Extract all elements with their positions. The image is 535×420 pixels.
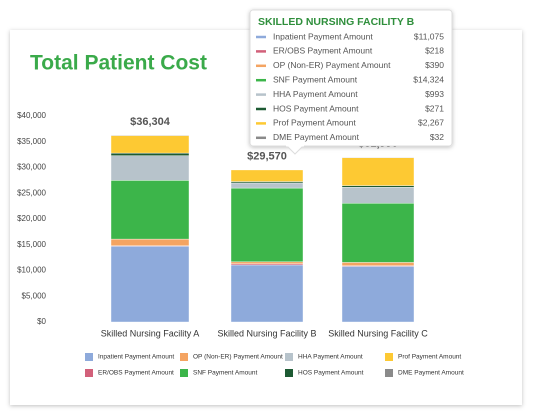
legend-swatch [285, 369, 293, 377]
bar-segment [342, 157, 414, 158]
legend-swatch [85, 369, 93, 377]
tooltip-label: SNF Payment Amount [273, 74, 358, 84]
y-tick-label: $0 [37, 317, 46, 326]
tooltip-value: $271 [425, 103, 444, 113]
bar-segment [342, 262, 414, 265]
tooltip-label: Inpatient Payment Amount [273, 31, 373, 41]
tooltip-value: $2,267 [418, 118, 444, 128]
tooltip-value: $14,324 [413, 74, 444, 84]
legend-label: Prof Payment Amount [398, 354, 461, 361]
y-tick-label: $20,000 [17, 214, 46, 223]
bar-segment [111, 246, 189, 322]
legend-swatch [180, 369, 188, 377]
y-tick-label: $5,000 [22, 291, 47, 300]
chart-title: Total Patient Cost [30, 52, 207, 75]
tooltip-value: $11,075 [414, 31, 444, 41]
tooltip-label: DME Payment Amount [273, 132, 360, 142]
bar-segment [231, 183, 303, 188]
bar-segment [111, 180, 189, 239]
bar-segment [342, 158, 414, 186]
tooltip-label: HHA Payment Amount [273, 89, 358, 99]
bar-segment [231, 262, 303, 264]
y-tick-label: $10,000 [17, 266, 46, 275]
tooltip-value: $218 [425, 46, 444, 56]
bar-segment [342, 266, 414, 322]
bar-segment [111, 156, 189, 181]
tooltip-label: HOS Payment Amount [273, 103, 359, 113]
x-tick-label: Skilled Nursing Facility B [217, 328, 316, 338]
legend-label: HHA Payment Amount [298, 354, 363, 361]
legend-swatch [285, 353, 293, 361]
bar-segment [342, 203, 414, 262]
y-tick-label: $25,000 [17, 188, 46, 197]
legend-label: ER/OBS Payment Amount [98, 370, 174, 377]
bar-segment [111, 153, 189, 156]
tooltip-label: OP (Non-ER) Payment Amount [273, 60, 391, 70]
tooltip-value: $390 [425, 60, 444, 70]
legend-swatch [180, 353, 188, 361]
y-tick-label: $15,000 [17, 240, 46, 249]
bar-segment [111, 239, 189, 246]
bar-segment [111, 135, 189, 136]
legend-swatch [385, 369, 393, 377]
total-label: $29,570 [247, 151, 287, 163]
legend-label: DME Payment Amount [398, 370, 464, 377]
x-tick-label: Skilled Nursing Facility A [101, 328, 200, 338]
bar-segment [231, 170, 303, 182]
legend-label: SNF Payment Amount [193, 370, 257, 377]
y-tick-label: $30,000 [17, 163, 46, 172]
tooltip-value: $993 [425, 89, 444, 99]
y-tick-label: $40,000 [17, 111, 46, 120]
tooltip-pointer-cover [286, 144, 304, 147]
tooltip-label: Prof Payment Amount [273, 118, 356, 128]
bar-segment [231, 188, 303, 262]
bar-segment [231, 182, 303, 183]
tooltip-value: $32 [430, 132, 444, 142]
bar-segment [342, 186, 414, 188]
bar-segment [111, 136, 189, 154]
bar-segment [231, 265, 303, 322]
legend-label: Inpatient Payment Amount [98, 354, 174, 361]
legend-label: OP (Non-ER) Payment Amount [193, 354, 283, 361]
bar-segment [342, 187, 414, 203]
total-label: $36,304 [130, 116, 171, 128]
y-tick-label: $35,000 [17, 137, 46, 146]
legend-swatch [85, 353, 93, 361]
legend-label: HOS Payment Amount [298, 370, 364, 377]
tooltip-title: SKILLED NURSING FACILITY B [258, 16, 415, 28]
tooltip-label: ER/OBS Payment Amount [273, 46, 373, 56]
legend-swatch [385, 353, 393, 361]
x-tick-label: Skilled Nursing Facility C [328, 328, 428, 338]
